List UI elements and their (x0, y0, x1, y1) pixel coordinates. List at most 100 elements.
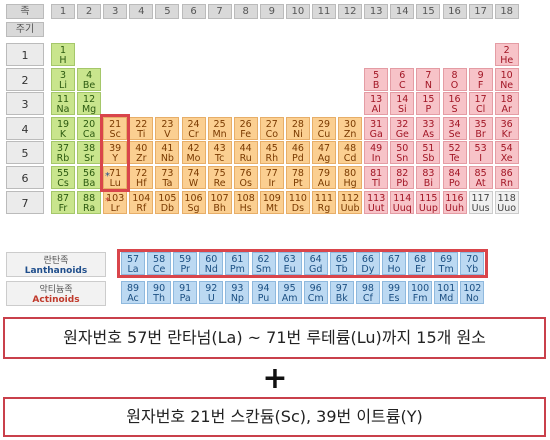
element-symbol: K (59, 128, 67, 140)
element-Uup: 115 Uup (416, 190, 441, 214)
atomic-number: 33 (422, 118, 435, 130)
atomic-number: 118 (497, 192, 516, 204)
group-number: 17 (468, 4, 493, 19)
atomic-number: 39 (109, 143, 122, 155)
atomic-number: 116 (445, 192, 464, 204)
element-symbol: Uuh (445, 202, 464, 214)
element-V: 23 V (155, 116, 180, 140)
element-symbol: Lr (110, 202, 120, 214)
actinoids-label-korean: 악티늄족 (39, 285, 73, 295)
element-symbol: Es (388, 293, 400, 304)
element-Fr: 87 Fr (51, 190, 75, 214)
atomic-number: 84 (448, 168, 461, 179)
element-symbol: Uuq (392, 202, 412, 214)
element-symbol: Ta (162, 178, 173, 189)
element-symbol: Ga (369, 128, 383, 140)
element-symbol: Rn (500, 178, 513, 189)
element-symbol: Uub (340, 202, 360, 214)
atomic-number: 95 (283, 283, 296, 294)
atomic-number: 3 (59, 69, 67, 81)
element-Er: 68 Er (408, 252, 433, 275)
group-number: 3 (103, 4, 128, 19)
element-Nd: 60 Nd (199, 252, 224, 275)
element-symbol: Na (56, 104, 70, 116)
atomic-number: 93 (231, 283, 244, 294)
element-Na: 11 Na (51, 92, 75, 116)
group-number: 1 (51, 4, 75, 19)
element-symbol: Co (265, 128, 279, 140)
atomic-number: 110 (288, 192, 307, 204)
element-symbol: Nd (204, 264, 218, 275)
element-Sn: 50 Sn (390, 141, 415, 165)
atomic-number: 94 (257, 283, 270, 294)
atomic-number: 44 (239, 143, 252, 155)
element-He: 2 He (494, 43, 519, 66)
element-Rf: 104 Rf (129, 190, 154, 214)
element-symbol: Tl (371, 178, 381, 189)
element-Rn: 86 Rn (494, 166, 519, 189)
element-Rg: 111 Rg (312, 190, 336, 214)
element-Ru: 44 Ru (233, 141, 258, 165)
element-symbol: Sr (84, 153, 95, 165)
atomic-number: 70 (466, 254, 479, 265)
element-symbol: Rh (265, 153, 279, 165)
element-symbol: Bi (423, 178, 433, 189)
element-symbol: Er (415, 264, 426, 275)
element-symbol: Be (82, 79, 96, 91)
element-symbol: Fr (58, 202, 68, 214)
element-symbol: Sg (187, 202, 200, 214)
atomic-number: 108 (236, 192, 255, 204)
element-Fm: 100 Fm (408, 281, 433, 304)
atomic-number: 91 (179, 283, 192, 294)
atomic-number: 7 (425, 69, 432, 81)
group-number: 16 (442, 4, 467, 19)
element-symbol: Xe (500, 153, 513, 165)
atomic-number: 37 (56, 143, 70, 155)
element-symbol: Uus (471, 202, 490, 214)
atomic-number: 52 (448, 143, 461, 155)
element-symbol: Pm (229, 264, 245, 275)
atomic-number: 71 (109, 168, 122, 179)
atomic-number: 34 (448, 118, 461, 130)
element-Ne: 10 Ne (494, 67, 519, 91)
element-Tm: 69 Tm (434, 252, 459, 275)
atomic-number: 86 (500, 168, 513, 179)
element-symbol: At (475, 178, 486, 189)
atomic-number: 98 (361, 283, 374, 294)
element-symbol: Cm (307, 293, 324, 304)
element-symbol: No (465, 293, 479, 304)
atomic-number: 75 (213, 168, 226, 179)
element-Tl: 81 Tl (364, 166, 389, 189)
atomic-number: 99 (387, 283, 401, 294)
atomic-number: 55 (56, 168, 70, 179)
element-symbol: I (479, 153, 482, 165)
element-Cd: 48 Cd (338, 141, 363, 165)
atomic-number: 16 (448, 94, 461, 106)
element-symbol: Sn (396, 153, 409, 165)
element-symbol: Th (153, 293, 165, 304)
atomic-number: 6 (399, 69, 406, 81)
element-Uuq: 114 Uuq (390, 190, 415, 214)
plus-sign: + (262, 361, 288, 396)
group-number: 13 (364, 4, 389, 19)
atomic-number: 14 (396, 94, 409, 106)
element-symbol: Dy (361, 264, 375, 275)
atomic-number: 100 (411, 283, 430, 294)
group-number: 2 (77, 4, 102, 19)
highlight-lanthanoid-row (117, 249, 489, 278)
atomic-number: 15 (422, 94, 435, 106)
atomic-number: 40 (135, 143, 148, 155)
atomic-number: 31 (370, 118, 383, 130)
element-Bk: 97 Bk (329, 281, 354, 304)
group-number: 4 (129, 4, 154, 19)
atomic-number: 54 (500, 143, 513, 155)
atomic-number: 1 (59, 45, 67, 56)
element-Sc: 21 Sc (103, 116, 128, 140)
element-symbol: S (451, 104, 458, 116)
element-symbol: Tm (438, 264, 454, 275)
atomic-number: 36 (500, 118, 513, 130)
element-Rb: 37 Rb (51, 141, 75, 165)
atomic-number: 92 (205, 283, 218, 294)
element-Gd: 64 Gd (303, 252, 328, 275)
element-Bh: 107 Bh (207, 190, 232, 214)
